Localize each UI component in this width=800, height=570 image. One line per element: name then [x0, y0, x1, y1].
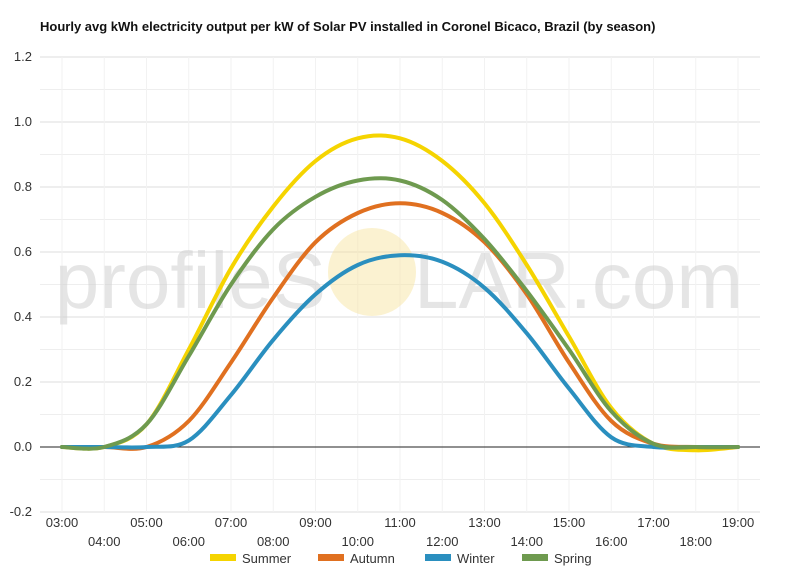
legend-swatch-spring [522, 554, 548, 561]
series-line-winter [60, 253, 740, 450]
y-tick-label: 0.2 [14, 374, 32, 389]
x-tick-label: 07:00 [215, 515, 248, 530]
x-tick-label: 16:00 [595, 534, 628, 549]
x-tick-label: 08:00 [257, 534, 290, 549]
y-tick-label: 1.0 [14, 114, 32, 129]
axes: 1.2 1.0 0.8 0.6 0.4 0.2 0.0 -0.2 03:00 04:00 05:00… [10, 49, 760, 549]
watermark-text-right: LAR.com [414, 236, 743, 325]
y-tick-label: 0.4 [14, 309, 32, 324]
grid [40, 56, 760, 513]
x-tick-label: 17:00 [637, 515, 670, 530]
watermark-sun-icon [328, 228, 416, 316]
y-tick-label: 1.2 [14, 49, 32, 64]
y-tick-label: 0.6 [14, 244, 32, 259]
x-tick-label: 05:00 [130, 515, 163, 530]
x-tick-label: 09:00 [299, 515, 332, 530]
series [60, 133, 740, 453]
legend: Summer Autumn Winter Spring [210, 551, 592, 566]
x-tick-label: 19:00 [722, 515, 755, 530]
x-tick-label: 18:00 [679, 534, 712, 549]
x-tick-label: 03:00 [46, 515, 79, 530]
x-tick-label: 04:00 [88, 534, 121, 549]
x-tick-label: 15:00 [553, 515, 586, 530]
watermark-text-left: profileS [55, 236, 326, 325]
x-tick-label: 14:00 [510, 534, 543, 549]
legend-swatch-autumn [318, 554, 344, 561]
legend-label-autumn: Autumn [350, 551, 395, 566]
series-line-spring [60, 176, 740, 451]
x-tick-label: 10:00 [341, 534, 374, 549]
x-tick-label: 06:00 [172, 534, 205, 549]
legend-label-winter: Winter [457, 551, 495, 566]
watermark: profileS LAR.com [55, 228, 743, 325]
y-tick-label: -0.2 [10, 504, 32, 519]
x-tick-label: 13:00 [468, 515, 501, 530]
legend-label-spring: Spring [554, 551, 592, 566]
legend-swatch-winter [425, 554, 451, 561]
chart-title: Hourly avg kWh electricity output per kW… [40, 19, 656, 34]
legend-label-summer: Summer [242, 551, 292, 566]
x-tick-label: 11:00 [384, 515, 416, 530]
legend-swatch-summer [210, 554, 236, 561]
y-tick-label: 0.0 [14, 439, 32, 454]
series-line-autumn [60, 201, 740, 451]
x-tick-label: 12:00 [426, 534, 459, 549]
y-tick-label: 0.8 [14, 179, 32, 194]
